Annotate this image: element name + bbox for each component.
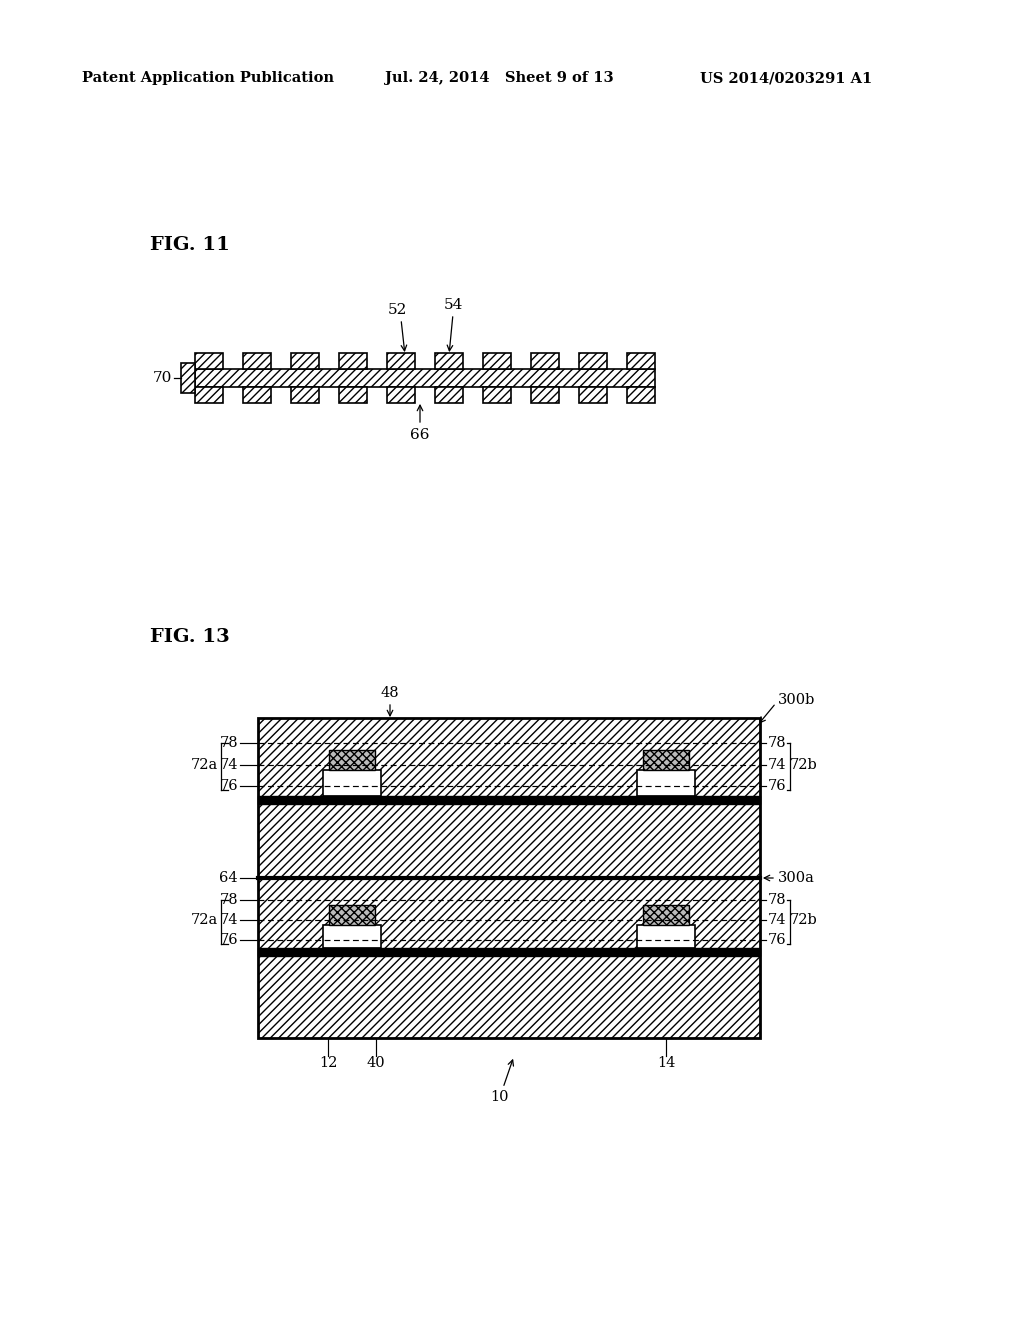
Text: 74: 74 [768,913,786,927]
Bar [243,387,271,403]
Bar [258,796,760,804]
Text: 78: 78 [768,737,786,750]
Text: 78: 78 [219,894,238,907]
Bar [323,770,381,796]
Text: 54: 54 [443,298,463,312]
Bar [387,387,415,403]
Text: 300a: 300a [778,871,815,884]
Text: 74: 74 [219,913,238,927]
Text: 76: 76 [768,779,786,793]
Text: FIG. 11: FIG. 11 [150,236,229,253]
Bar [291,352,319,370]
Text: 66: 66 [411,428,430,442]
Text: 14: 14 [656,1056,675,1071]
Bar [387,352,415,370]
Text: 76: 76 [219,933,238,946]
Text: 52: 52 [387,304,407,317]
Text: 300b: 300b [778,693,815,708]
Bar [627,387,655,403]
Text: 72a: 72a [190,758,218,772]
Bar [181,363,195,393]
Bar [258,948,760,956]
Bar [579,352,607,370]
Text: 74: 74 [219,758,238,772]
Text: 70: 70 [153,371,172,385]
Bar [195,352,223,370]
Text: Jul. 24, 2014   Sheet 9 of 13: Jul. 24, 2014 Sheet 9 of 13 [385,71,613,84]
Text: 72b: 72b [790,758,818,772]
Text: 12: 12 [318,1056,337,1071]
Text: 72a: 72a [190,913,218,927]
Bar [243,352,271,370]
Bar [339,352,367,370]
Bar [637,925,695,948]
Text: 76: 76 [768,933,786,946]
Bar [195,370,655,387]
Bar [258,878,760,1038]
Bar [531,352,559,370]
Bar [329,906,375,925]
Text: 72b: 72b [790,913,818,927]
Text: Patent Application Publication: Patent Application Publication [82,71,334,84]
Text: 78: 78 [768,894,786,907]
Text: FIG. 13: FIG. 13 [150,628,229,645]
Text: 10: 10 [489,1090,508,1104]
Bar [637,770,695,796]
Bar [483,387,511,403]
Bar [643,906,689,925]
Bar [195,387,223,403]
Bar [435,352,463,370]
Bar [323,925,381,948]
Bar [258,718,760,878]
Bar [579,387,607,403]
Text: 64: 64 [219,871,238,884]
Bar [329,750,375,770]
Text: 74: 74 [768,758,786,772]
Bar [643,750,689,770]
Text: 40: 40 [367,1056,385,1071]
Bar [291,387,319,403]
Bar [339,387,367,403]
Text: 78: 78 [219,737,238,750]
Text: 76: 76 [219,779,238,793]
Bar [435,387,463,403]
Bar [483,352,511,370]
Bar [627,352,655,370]
Text: 48: 48 [381,686,399,700]
Text: US 2014/0203291 A1: US 2014/0203291 A1 [700,71,872,84]
Bar [531,387,559,403]
